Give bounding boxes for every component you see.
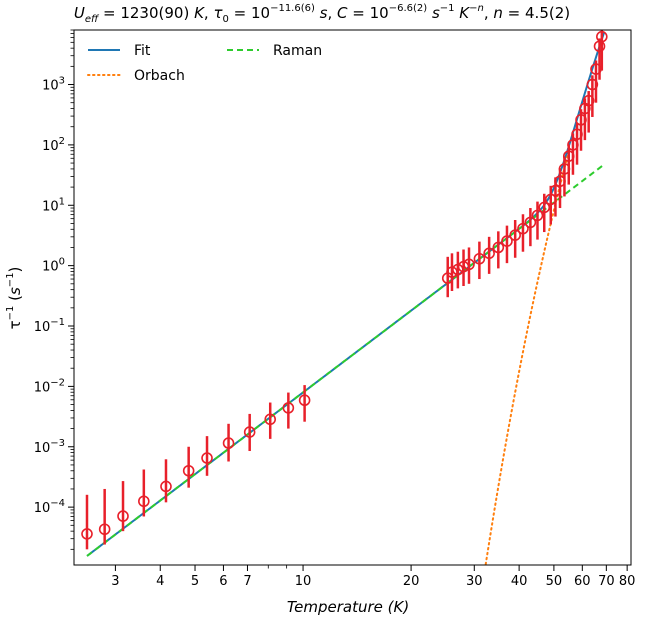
x-tick-label: 70 <box>598 574 615 589</box>
data-point <box>243 426 256 438</box>
data-point <box>575 114 587 126</box>
data-point <box>160 480 172 493</box>
data-point <box>446 266 458 278</box>
data-point <box>509 229 521 241</box>
data-point <box>590 63 602 75</box>
data-point <box>264 413 277 426</box>
data-point <box>282 402 295 414</box>
x-tick-label: 60 <box>574 574 591 589</box>
data-point <box>531 209 544 222</box>
y-tick-label: 102 <box>42 136 65 154</box>
data-point <box>501 235 513 247</box>
y-axis-label: τ−1 (s−1) <box>5 267 24 330</box>
plot-area <box>81 30 608 565</box>
data-point <box>549 184 562 197</box>
x-tick-label: 40 <box>511 574 528 589</box>
data-point <box>452 263 464 276</box>
y-tick-label: 103 <box>42 76 65 94</box>
x-tick-label: 5 <box>191 574 199 589</box>
y-tick-label: 10−3 <box>34 438 65 456</box>
data-point <box>562 150 575 162</box>
chart-title: Ueff = 1230(90) K, τ0 = 10−11.6(6) s, C … <box>74 3 570 25</box>
data-point <box>586 78 599 91</box>
x-tick-label: 4 <box>156 574 164 589</box>
data-point <box>463 258 475 271</box>
data-point <box>571 128 583 141</box>
x-tick-label: 30 <box>466 574 483 589</box>
data-point <box>457 260 470 273</box>
legend-label-raman: Raman <box>273 43 322 59</box>
data-point <box>138 495 150 508</box>
data-point <box>222 437 235 449</box>
y-tick-label: 101 <box>42 196 65 214</box>
x-tick-label: 7 <box>243 574 251 589</box>
data-point <box>182 464 195 477</box>
data-point <box>544 193 557 206</box>
x-tick-label: 20 <box>403 574 420 589</box>
orbach-curve <box>484 150 570 565</box>
data-point <box>298 394 311 407</box>
data-point <box>98 523 111 536</box>
data-point <box>81 528 93 540</box>
x-axis-label: Temperature (K) <box>287 598 409 616</box>
data-point <box>201 452 213 464</box>
data-point <box>582 94 595 107</box>
data-point <box>473 252 486 265</box>
x-tick-label: 3 <box>111 574 119 589</box>
data-point <box>117 510 129 522</box>
data-point <box>554 175 566 188</box>
x-tick-label: 50 <box>546 574 563 589</box>
y-tick-label: 10−4 <box>34 498 65 516</box>
data-point <box>558 163 571 175</box>
data-point <box>567 139 579 151</box>
data-point <box>524 216 537 229</box>
y-tick-label: 10−1 <box>34 317 65 335</box>
fit-curve <box>86 32 606 557</box>
axes-frame <box>73 29 632 566</box>
legend-label-orbach: Orbach <box>134 68 185 84</box>
data-point <box>492 241 505 254</box>
x-tick-label: 80 <box>619 574 636 589</box>
data-point <box>596 30 608 43</box>
x-tick-label: 6 <box>219 574 227 589</box>
y-tick-label: 100 <box>42 257 65 275</box>
y-tick-label: 10−2 <box>34 377 65 395</box>
x-axis: 3 4 5 6 7 10 20 30 40 50 60 70 80 <box>111 565 635 589</box>
legend: Fit Orbach Raman <box>87 43 322 84</box>
data-point <box>483 247 495 260</box>
legend-label-fit: Fit <box>134 43 151 59</box>
y-axis: 10−4 10−3 10−2 10−1 100 101 102 103 <box>34 29 74 550</box>
data-point <box>517 222 529 235</box>
x-tick-label: 10 <box>295 574 312 589</box>
data-point <box>538 201 551 214</box>
